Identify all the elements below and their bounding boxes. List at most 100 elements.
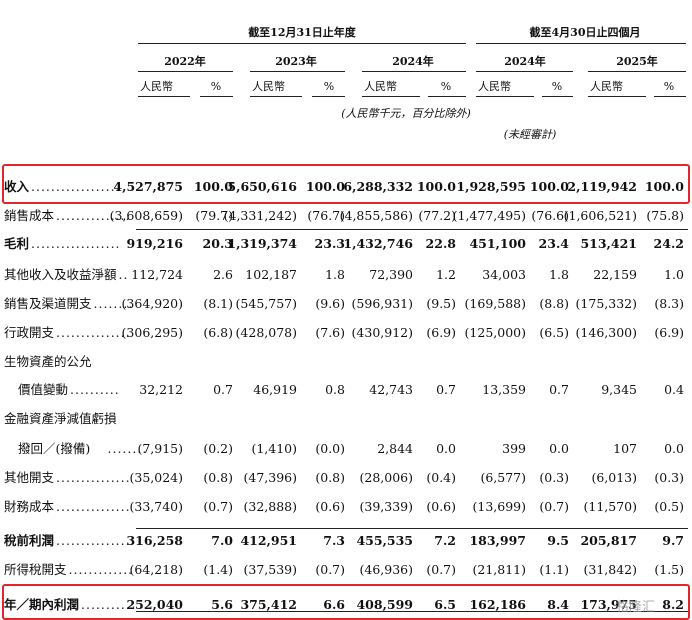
percent-cell: (0.3)	[654, 470, 684, 485]
percent-cell: 1.0	[664, 267, 684, 282]
percent-cell: (75.8)	[646, 208, 684, 223]
amount-cell: 455,535	[356, 533, 413, 548]
row-dot-leader: ........	[107, 441, 148, 456]
currency-label: 人民幣	[252, 80, 285, 93]
amount-cell: (37,539)	[243, 562, 298, 577]
year-label: 2024年	[504, 55, 546, 68]
percent-cell: 8.4	[547, 597, 569, 612]
row-label: 年／期內利潤	[4, 597, 80, 612]
amount-cell: (125,000)	[464, 325, 526, 340]
percent-cell: 1.8	[325, 267, 345, 282]
amount-cell: (169,588)	[464, 296, 526, 311]
percent-cell: 22.8	[425, 236, 456, 251]
percent-cell: 8.2	[662, 597, 684, 612]
amount-cell: 399	[502, 441, 526, 456]
year-label: 2023年	[275, 55, 317, 68]
amount-cell: (1,477,495)	[452, 208, 526, 223]
percent-cell: 20.3	[202, 236, 233, 251]
percent-cell: 0.0	[664, 441, 684, 456]
highlight-box-profit	[2, 584, 690, 620]
row-dot-leader: ...............	[56, 499, 131, 514]
amount-cell: 1,432,746	[343, 236, 413, 251]
percent-cell: (0.0)	[315, 441, 345, 456]
row-label: 撥回／(撥備)	[18, 441, 91, 456]
amount-cell: 919,216	[126, 236, 183, 251]
percent-cell: 6.5	[434, 597, 456, 612]
amount-cell: 173,975	[580, 597, 637, 612]
col-rule	[542, 96, 573, 97]
percent-cell: (76.7)	[307, 208, 345, 223]
row-dot-leader: ...............	[56, 325, 131, 340]
percent-cell: (0.5)	[654, 499, 684, 514]
row-label: 稅前利潤	[4, 533, 55, 548]
row-label: 銷售成本	[4, 208, 55, 223]
subtotal-rule	[136, 528, 688, 529]
row-dot-leader: ..........	[70, 382, 120, 397]
amount-cell: (146,300)	[575, 325, 637, 340]
amount-cell: 451,100	[469, 236, 526, 251]
percent-cell: (77.2)	[418, 208, 456, 223]
col-rule	[476, 96, 534, 97]
percent-cell: (6.9)	[654, 325, 684, 340]
percent-cell: 6.6	[323, 597, 345, 612]
year-rule	[476, 71, 573, 72]
percent-cell: (0.8)	[315, 470, 345, 485]
percent-cell: (1.1)	[539, 562, 569, 577]
row-dot-leader: .............	[68, 562, 134, 577]
amount-cell: (428,078)	[235, 325, 297, 340]
row-dot-leader: ..........	[81, 597, 131, 612]
percent-cell: (1.4)	[203, 562, 233, 577]
amount-cell: (31,842)	[583, 562, 638, 577]
amount-cell: 5,650,616	[227, 179, 297, 194]
percent-cell: (6.9)	[426, 325, 456, 340]
amount-cell: (3,608,659)	[109, 208, 183, 223]
percent-cell: 0.7	[213, 382, 233, 397]
year-rule	[362, 71, 466, 72]
row-label: 毛利	[4, 236, 30, 251]
percent-cell: (79.7)	[195, 208, 233, 223]
percent-label: %	[323, 80, 335, 93]
percent-cell: 2.6	[213, 267, 233, 282]
amount-cell: 22,159	[593, 267, 637, 282]
percent-cell: (0.8)	[203, 470, 233, 485]
percent-cell: 9.7	[662, 533, 684, 548]
percent-cell: (9.5)	[426, 296, 456, 311]
amount-cell: 102,187	[245, 267, 297, 282]
amount-cell: 4,527,875	[113, 179, 183, 194]
amount-cell: (1,606,521)	[563, 208, 637, 223]
amount-cell: (64,218)	[129, 562, 184, 577]
amount-cell: 412,951	[240, 533, 297, 548]
row-dot-leader: ..................	[31, 236, 121, 251]
amount-cell: (11,570)	[583, 499, 638, 514]
row-label: 行政開支	[4, 325, 55, 340]
amount-cell: (33,740)	[129, 499, 184, 514]
amount-cell: (596,931)	[351, 296, 413, 311]
col-rule	[250, 96, 302, 97]
year-label: 2022年	[164, 55, 206, 68]
percent-cell: (0.6)	[426, 499, 456, 514]
total-rule	[136, 611, 688, 612]
col-rule	[654, 96, 686, 97]
amount-cell: 252,040	[126, 597, 183, 612]
percent-cell: (0.7)	[203, 499, 233, 514]
unit-note: (人民幣千元，百分比除外)	[341, 107, 471, 120]
amount-cell: 316,258	[126, 533, 183, 548]
watermark: 格隆汇	[616, 600, 656, 615]
highlight-box-revenue	[2, 164, 690, 204]
row-dot-leader: ..................	[31, 179, 121, 194]
percent-cell: 7.3	[323, 533, 345, 548]
amount-cell: (364,920)	[121, 296, 183, 311]
row-label: 生物資產的公允	[4, 354, 92, 369]
header-group-4m: 截至4月30日止四個月	[529, 26, 641, 39]
percent-cell: 5.6	[211, 597, 233, 612]
amount-cell: (175,332)	[575, 296, 637, 311]
percent-cell: (76.6)	[531, 208, 569, 223]
percent-cell: 24.2	[653, 236, 684, 251]
row-label: 銷售及渠道開支	[4, 296, 92, 311]
amount-cell: 42,743	[369, 382, 413, 397]
percent-cell: 23.4	[538, 236, 569, 251]
unaudited-note: (未經審計)	[503, 128, 557, 141]
row-dot-leader: ...............	[56, 470, 131, 485]
amount-cell: 32,212	[139, 382, 183, 397]
amount-cell: (7,915)	[137, 441, 183, 456]
